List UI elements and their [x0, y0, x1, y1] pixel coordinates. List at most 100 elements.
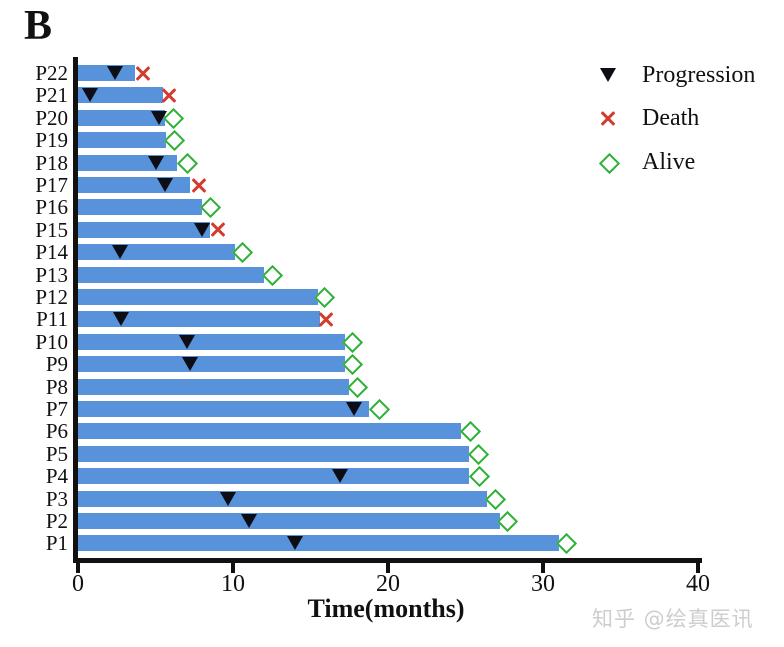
death-marker-P21 — [160, 86, 178, 104]
row-label-P17: P17 — [35, 173, 68, 197]
swimmer-bar-P10 — [78, 333, 345, 350]
row-label-P21: P21 — [35, 83, 68, 108]
x-tick-30 — [541, 563, 545, 573]
alive-marker-P13 — [261, 264, 283, 286]
alive-marker-P18 — [176, 152, 198, 174]
row-label-P7: P7 — [45, 397, 68, 421]
progression-marker-P11 — [113, 312, 130, 327]
swimmer-bar-P5 — [78, 445, 469, 462]
alive-marker-P3 — [484, 488, 507, 510]
row-label-P1: P1 — [45, 531, 68, 556]
row-label-P15: P15 — [35, 217, 68, 242]
legend-alive-icon — [598, 152, 621, 175]
row-label-P20: P20 — [35, 105, 68, 130]
progression-marker-P3 — [220, 491, 237, 506]
row-label-P18: P18 — [35, 150, 68, 175]
alive-marker-P5 — [467, 443, 489, 465]
alive-marker-P4 — [469, 466, 491, 488]
death-marker-P22 — [134, 64, 152, 82]
swimmer-bar-P14 — [78, 244, 235, 261]
swimmer-bar-P1 — [78, 535, 559, 552]
swimmer-bar-P3 — [78, 490, 488, 507]
swimmer-bar-P15 — [78, 221, 210, 238]
row-label-P4: P4 — [45, 464, 68, 489]
swimmer-bar-P16 — [78, 199, 202, 216]
row-label-P8: P8 — [45, 374, 68, 399]
x-axis-title: Time(months) — [307, 594, 465, 623]
swimmer-bar-P12 — [78, 289, 319, 305]
x-tick-label-10: 10 — [221, 571, 245, 597]
progression-marker-P18 — [147, 155, 164, 170]
progression-marker-P4 — [331, 469, 348, 484]
legend-death-icon — [599, 109, 617, 127]
watermark: 知乎 @绘真医讯 — [592, 607, 754, 631]
alive-marker-P10 — [342, 331, 364, 353]
x-tick-label-40: 40 — [686, 571, 710, 597]
swimmer-bar-P11 — [78, 311, 320, 328]
legend-progression-icon — [600, 68, 616, 82]
x-axis-line — [73, 558, 702, 563]
death-marker-P17 — [190, 176, 208, 194]
progression-marker-P14 — [111, 245, 128, 260]
progression-marker-P2 — [240, 514, 257, 528]
row-label-P14: P14 — [35, 240, 68, 265]
progression-marker-P9 — [181, 357, 198, 372]
alive-marker-P2 — [497, 510, 519, 533]
alive-marker-P14 — [232, 242, 254, 264]
row-label-P9: P9 — [45, 352, 68, 377]
progression-marker-P7 — [345, 402, 362, 416]
progression-marker-P17 — [156, 178, 173, 192]
swimmer-bar-P19 — [78, 132, 167, 149]
alive-marker-P6 — [460, 421, 482, 443]
death-marker-P11 — [317, 310, 335, 328]
legend-progression-label: Progression — [642, 62, 756, 88]
alive-marker-P19 — [163, 130, 186, 152]
row-label-P2: P2 — [45, 509, 68, 533]
swimmer-bar-P21 — [78, 87, 164, 104]
row-label-P5: P5 — [45, 441, 68, 466]
legend: Progression Death Alive — [588, 52, 784, 180]
row-label-P11: P11 — [36, 307, 68, 332]
progression-marker-P22 — [107, 66, 124, 80]
progression-marker-P15 — [194, 222, 210, 237]
alive-marker-P7 — [368, 398, 390, 421]
x-tick-label-30: 30 — [531, 571, 555, 597]
x-tick-10 — [231, 563, 235, 573]
swimmer-bar-P20 — [78, 109, 165, 126]
row-label-P6: P6 — [45, 419, 68, 444]
alive-marker-P9 — [342, 354, 364, 376]
alive-marker-P1 — [556, 533, 578, 555]
progression-marker-P20 — [150, 110, 167, 125]
swimmer-bar-P6 — [78, 423, 461, 440]
row-label-P12: P12 — [35, 285, 68, 309]
progression-marker-P1 — [287, 536, 303, 551]
row-label-P19: P19 — [35, 128, 68, 153]
row-label-P16: P16 — [35, 195, 68, 220]
row-label-P10: P10 — [35, 329, 68, 354]
x-tick-label-0: 0 — [72, 571, 84, 597]
x-tick-20 — [386, 563, 390, 573]
progression-marker-P10 — [178, 334, 195, 349]
x-tick-label-20: 20 — [376, 571, 400, 597]
x-tick-40 — [696, 563, 700, 573]
legend-death-label: Death — [642, 105, 700, 131]
progression-marker-P21 — [82, 88, 99, 103]
swimmer-bar-P13 — [78, 266, 264, 283]
swimmer-bar-P17 — [78, 177, 190, 193]
swimmer-bar-P7 — [78, 401, 370, 417]
row-label-P22: P22 — [35, 61, 68, 85]
row-label-P3: P3 — [45, 486, 68, 511]
swimmer-bar-P8 — [78, 378, 350, 395]
panel-label: B — [24, 3, 53, 49]
legend-alive-label: Alive — [642, 149, 696, 175]
row-label-P13: P13 — [35, 262, 68, 287]
swimmer-bar-P2 — [78, 513, 500, 529]
alive-marker-P8 — [346, 376, 369, 398]
y-axis-line — [73, 57, 78, 563]
x-tick-0 — [76, 563, 80, 573]
swimmer-bar-P4 — [78, 468, 469, 485]
swimmer-bar-P9 — [78, 356, 345, 373]
alive-marker-P16 — [199, 197, 221, 219]
death-marker-P15 — [209, 221, 227, 239]
